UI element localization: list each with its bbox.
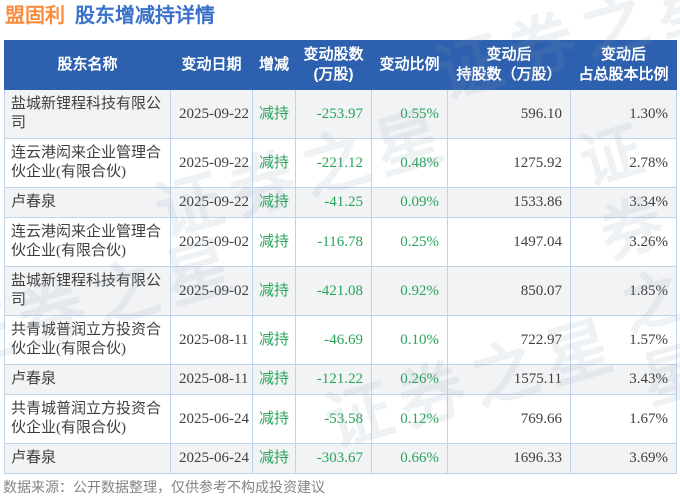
cell-shares_after: 1497.04 <box>447 217 571 267</box>
cell-action: 减持 <box>252 315 296 365</box>
cell-shares_after: 850.07 <box>447 266 571 316</box>
cell-ratio_after: 2.78% <box>570 138 677 188</box>
cell-date: 2025-08-11 <box>170 315 253 365</box>
col-header-shareholder-name: 股东名称 <box>4 40 171 90</box>
cell-shares_after: 1575.11 <box>447 364 571 395</box>
cell-date: 2025-09-02 <box>170 266 253 316</box>
table-row: 共青城普润立方投资合伙企业(有限合伙) 2025-08-11 减持 -46.69 0.1… <box>4 315 677 365</box>
table-row: 共青城普润立方投资合伙企业(有限合伙) 2025-06-24 减持 -53.58 0.1… <box>4 394 677 444</box>
table-row: 卢春泉 2025-09-22 减持 -41.25 0.09% 1533.86 3.34% <box>4 187 677 218</box>
table-row: 卢春泉 2025-08-11 减持 -121.22 0.26% 1575.11 3.43% <box>4 364 677 395</box>
col-header-change-ratio: 变动比例 <box>371 40 448 90</box>
cell-change_shares: -221.12 <box>295 138 372 188</box>
cell-change_shares: -253.97 <box>295 89 372 139</box>
col-header-change-date: 变动日期 <box>170 40 253 90</box>
cell-action: 减持 <box>252 266 296 316</box>
holdings-table: 股东名称 变动日期 增减 变动股数 (万股) 变动比例 变动后 持股数（万股） … <box>4 40 677 474</box>
cell-shares_after: 596.10 <box>447 89 571 139</box>
cell-ratio_after: 1.30% <box>570 89 677 139</box>
cell-change_shares: -41.25 <box>295 187 372 218</box>
cell-shares_after: 1275.92 <box>447 138 571 188</box>
cell-name: 共青城普润立方投资合伙企业(有限合伙) <box>4 394 171 444</box>
cell-change_ratio: 0.92% <box>371 266 448 316</box>
cell-ratio_after: 3.43% <box>570 364 677 395</box>
cell-change_ratio: 0.66% <box>371 443 448 474</box>
cell-change_ratio: 0.12% <box>371 394 448 444</box>
col-header-shares-after: 变动后 持股数（万股） <box>447 40 571 90</box>
cell-shares_after: 722.97 <box>447 315 571 365</box>
cell-change_ratio: 0.26% <box>371 364 448 395</box>
page-title: 盟固利 股东增减持详情 <box>5 3 215 29</box>
cell-shares_after: 769.66 <box>447 394 571 444</box>
cell-change_shares: -53.58 <box>295 394 372 444</box>
stock-name: 盟固利 <box>5 5 65 27</box>
cell-ratio_after: 3.26% <box>570 217 677 267</box>
cell-action: 减持 <box>252 138 296 188</box>
cell-ratio_after: 3.69% <box>570 443 677 474</box>
cell-date: 2025-09-22 <box>170 89 253 139</box>
col-header-change-shares: 变动股数 (万股) <box>295 40 372 90</box>
cell-change_ratio: 0.48% <box>371 138 448 188</box>
cell-change_shares: -46.69 <box>295 315 372 365</box>
title-text: 股东增减持详情 <box>75 5 215 27</box>
table-header: 股东名称 变动日期 增减 变动股数 (万股) 变动比例 变动后 持股数（万股） … <box>4 40 677 90</box>
cell-date: 2025-06-24 <box>170 443 253 474</box>
cell-ratio_after: 1.85% <box>570 266 677 316</box>
cell-change_shares: -116.78 <box>295 217 372 267</box>
cell-name: 连云港闳来企业管理合伙企业(有限合伙) <box>4 217 171 267</box>
cell-action: 减持 <box>252 364 296 395</box>
cell-date: 2025-08-11 <box>170 364 253 395</box>
holdings-table-body: 盐城新锂程科技有限公司 2025-09-22 减持 -253.97 0.55% 596.1… <box>4 89 677 474</box>
cell-change_ratio: 0.09% <box>371 187 448 218</box>
cell-name: 盐城新锂程科技有限公司 <box>4 89 171 139</box>
cell-ratio_after: 3.34% <box>570 187 677 218</box>
cell-change_shares: -303.67 <box>295 443 372 474</box>
table-row: 盐城新锂程科技有限公司 2025-09-22 减持 -253.97 0.55% 596.1… <box>4 89 677 139</box>
cell-date: 2025-09-22 <box>170 187 253 218</box>
cell-name: 连云港闳来企业管理合伙企业(有限合伙) <box>4 138 171 188</box>
cell-name: 卢春泉 <box>4 187 171 218</box>
cell-action: 减持 <box>252 443 296 474</box>
col-header-action: 增减 <box>252 40 296 90</box>
cell-action: 减持 <box>252 394 296 444</box>
cell-name: 盐城新锂程科技有限公司 <box>4 266 171 316</box>
cell-name: 卢春泉 <box>4 443 171 474</box>
cell-date: 2025-06-24 <box>170 394 253 444</box>
cell-date: 2025-09-22 <box>170 138 253 188</box>
cell-action: 减持 <box>252 187 296 218</box>
cell-date: 2025-09-02 <box>170 217 253 267</box>
cell-change_ratio: 0.55% <box>371 89 448 139</box>
cell-change_ratio: 0.10% <box>371 315 448 365</box>
table-row: 连云港闳来企业管理合伙企业(有限合伙) 2025-09-02 减持 -116.78 0.… <box>4 217 677 267</box>
cell-shares_after: 1696.33 <box>447 443 571 474</box>
cell-action: 减持 <box>252 89 296 139</box>
table-row: 连云港闳来企业管理合伙企业(有限合伙) 2025-09-22 减持 -221.12 0.… <box>4 138 677 188</box>
cell-ratio_after: 1.57% <box>570 315 677 365</box>
table-row: 盐城新锂程科技有限公司 2025-09-02 减持 -421.08 0.92% 850.0… <box>4 266 677 316</box>
cell-change_shares: -121.22 <box>295 364 372 395</box>
col-header-ratio-after: 变动后 占总股本比例 <box>570 40 677 90</box>
cell-ratio_after: 1.67% <box>570 394 677 444</box>
cell-change_shares: -421.08 <box>295 266 372 316</box>
cell-shares_after: 1533.86 <box>447 187 571 218</box>
data-source-note: 数据来源：公开数据整理，仅供参考不构成投资建议 <box>3 479 325 495</box>
cell-action: 减持 <box>252 217 296 267</box>
table-row: 卢春泉 2025-06-24 减持 -303.67 0.66% 1696.33 3.69% <box>4 443 677 474</box>
cell-name: 共青城普润立方投资合伙企业(有限合伙) <box>4 315 171 365</box>
cell-name: 卢春泉 <box>4 364 171 395</box>
header-row: 股东名称 变动日期 增减 变动股数 (万股) 变动比例 变动后 持股数（万股） … <box>4 40 677 90</box>
cell-change_ratio: 0.25% <box>371 217 448 267</box>
